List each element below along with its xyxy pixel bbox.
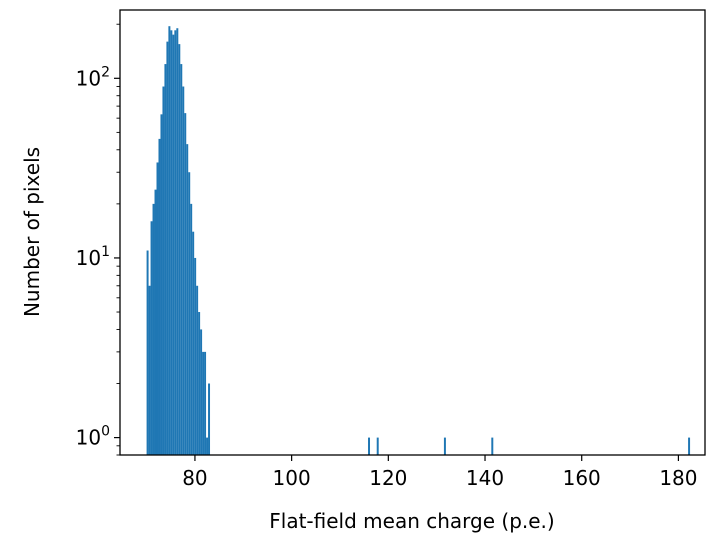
histogram-bar	[178, 44, 181, 456]
histogram-bar	[194, 257, 197, 455]
histogram-bar	[176, 28, 179, 455]
histogram-bar	[206, 437, 209, 455]
histogram-bar	[196, 285, 199, 455]
histogram-bar	[154, 189, 157, 455]
histogram-bar	[152, 203, 155, 455]
histogram-bar	[160, 114, 163, 455]
y-axis-label: Number of pixels	[20, 147, 44, 317]
histogram-bar	[156, 162, 159, 456]
histogram-bar	[168, 26, 171, 455]
x-axis-label: Flat-field mean charge (p.e.)	[269, 509, 554, 533]
histogram-bar	[180, 64, 183, 455]
x-tick-label: 140	[466, 466, 504, 490]
histogram-bar	[146, 250, 149, 455]
x-tick-label: 120	[369, 466, 407, 490]
histogram-bar	[166, 41, 169, 456]
histogram-bar	[204, 351, 207, 455]
y-tick-label: 102	[76, 64, 110, 90]
x-axis-ticks: 80 100 120 140 160 180	[182, 455, 698, 490]
histogram-bar	[150, 221, 153, 455]
x-tick-label: 100	[273, 466, 311, 490]
histogram-bar	[208, 383, 211, 455]
histogram-bar	[192, 231, 195, 455]
y-axis-ticks: 100 101 102	[76, 23, 120, 456]
histogram-bar	[200, 329, 203, 455]
histogram-bar	[443, 437, 446, 455]
histogram-bar	[491, 437, 494, 455]
histogram-bar	[148, 285, 151, 455]
histogram-bar	[184, 113, 187, 455]
x-tick-label: 160	[563, 466, 601, 490]
histogram-bars	[146, 26, 691, 456]
y-tick-label: 101	[76, 244, 110, 270]
histogram-bar	[182, 86, 185, 455]
histogram-bar	[162, 86, 165, 455]
histogram-bar	[158, 138, 161, 455]
histogram-bar	[170, 30, 173, 455]
histogram-bar	[688, 437, 691, 455]
histogram-bar	[164, 64, 167, 455]
histogram-bar	[174, 30, 177, 455]
x-tick-label: 80	[182, 466, 207, 490]
histogram-bar	[198, 312, 201, 455]
plot-frame	[119, 9, 706, 456]
histogram-bar	[188, 172, 191, 455]
histogram-bar	[376, 437, 379, 455]
y-tick-label: 100	[76, 424, 110, 450]
histogram-bar	[202, 351, 205, 455]
histogram-bar	[190, 203, 193, 455]
x-tick-label: 180	[659, 466, 697, 490]
histogram-bar	[186, 144, 189, 455]
histogram-bar	[172, 34, 175, 456]
histogram-bar	[368, 437, 371, 455]
